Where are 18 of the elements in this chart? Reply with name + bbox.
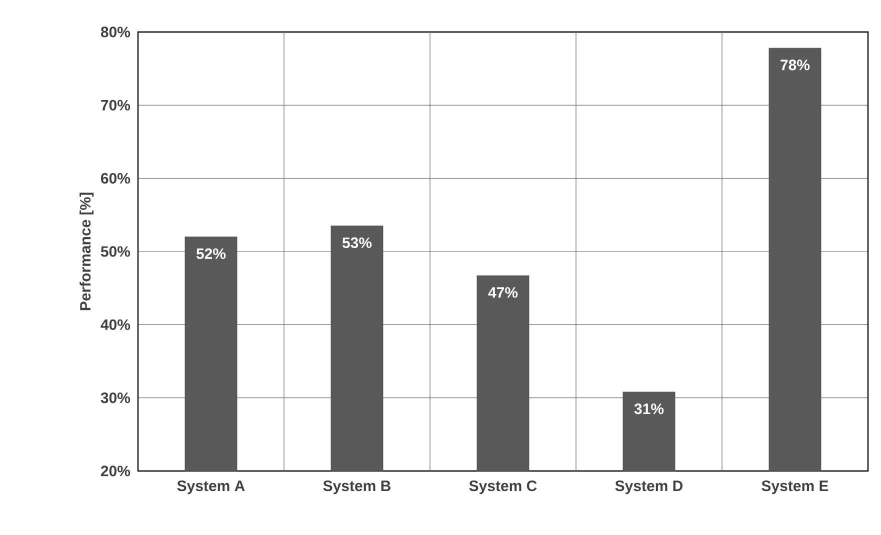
data-label: 47% bbox=[488, 287, 518, 298]
y-tick-label: 30% bbox=[100, 392, 130, 404]
y-tick-label: 40% bbox=[100, 319, 130, 330]
x-tick-label: System D bbox=[615, 480, 683, 494]
y-tick-label: 20% bbox=[100, 466, 130, 476]
x-tick-label: System E bbox=[762, 480, 828, 494]
data-label: 52% bbox=[196, 248, 226, 260]
data-label: 53% bbox=[342, 237, 372, 248]
y-axis-title: Performance [%] bbox=[80, 192, 94, 310]
y-tick-label: 50% bbox=[100, 246, 130, 257]
data-label: 31% bbox=[634, 404, 664, 414]
y-tick-label: 70% bbox=[101, 100, 130, 110]
data-label: 78% bbox=[780, 60, 810, 70]
y-tick-label: 60% bbox=[101, 173, 130, 184]
x-tick-label: System C bbox=[469, 480, 537, 494]
y-tick-label: 80% bbox=[100, 26, 130, 38]
x-tick-label: System A bbox=[177, 480, 245, 494]
x-tick-label: System B bbox=[323, 480, 390, 494]
